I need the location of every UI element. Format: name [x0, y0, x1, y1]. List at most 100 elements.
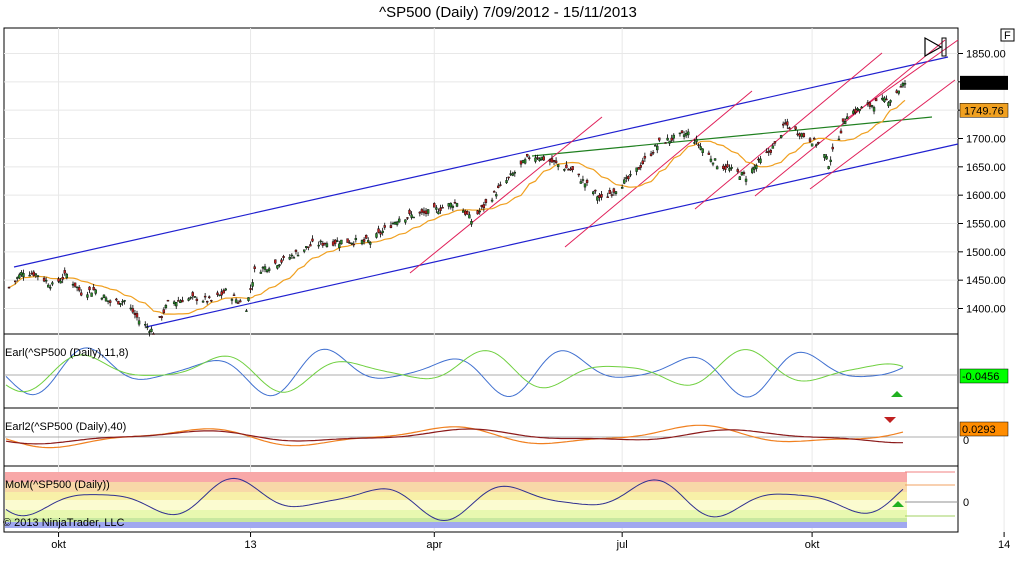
candle-body — [656, 145, 659, 151]
candle-body — [887, 102, 890, 107]
candle-body — [744, 178, 748, 182]
candle-body — [534, 157, 537, 162]
indicator-2-value-marker — [959, 421, 1009, 437]
candle-body — [115, 298, 118, 301]
candle-body — [187, 298, 190, 301]
candle-body — [90, 292, 93, 297]
candle-body — [625, 177, 628, 179]
candle-body — [175, 302, 178, 307]
candle-body — [903, 83, 907, 85]
candle-body — [216, 292, 219, 295]
candle-body — [263, 266, 267, 270]
candle-body — [251, 282, 254, 287]
candle-body — [340, 239, 343, 245]
copyright-label: © 2013 NinjaTrader, LLC — [3, 517, 124, 529]
candle-body — [709, 158, 713, 162]
candle-body — [296, 254, 300, 257]
candle-body — [594, 189, 597, 192]
candle-body — [684, 133, 688, 136]
candle-body — [839, 130, 843, 134]
candle-body — [499, 184, 502, 186]
red-channel-line — [844, 39, 959, 121]
candle-body — [507, 176, 510, 179]
mom-zone — [5, 518, 907, 522]
candle-body — [311, 238, 314, 242]
candle-body — [152, 333, 155, 335]
mom-zone — [5, 472, 907, 482]
candle-body — [810, 143, 814, 147]
candle-body — [7, 286, 11, 289]
candle-body — [321, 242, 325, 246]
candle-body — [265, 269, 269, 273]
candle-body — [309, 244, 312, 247]
mom-zone — [5, 482, 907, 492]
candle-body — [866, 102, 870, 105]
candle-body — [86, 294, 89, 298]
candle-body — [519, 160, 523, 165]
ma-value-marker — [959, 103, 1009, 118]
candle-body — [796, 133, 799, 136]
candle-body — [61, 276, 64, 280]
candle-body — [812, 138, 816, 140]
candle-body — [798, 133, 801, 137]
candle-body — [292, 257, 296, 259]
candle-body — [426, 209, 430, 214]
candle-body — [852, 110, 855, 114]
red-channel-line — [409, 116, 603, 274]
red-channel-line — [564, 90, 753, 248]
f-button — [1000, 28, 1015, 42]
candle-body — [697, 144, 700, 146]
y-tick-label: 1500.00 — [966, 247, 1006, 259]
candle-body — [461, 210, 465, 213]
candle-body — [658, 137, 661, 141]
candle-body — [162, 309, 166, 314]
candle-body — [845, 116, 849, 120]
candle-body — [885, 98, 888, 101]
candle-body — [317, 244, 320, 247]
candle-body — [666, 137, 669, 141]
candle-body — [323, 242, 327, 245]
candle-body — [406, 217, 409, 219]
candle-body — [290, 254, 294, 257]
candle-body — [412, 216, 415, 219]
candle-body — [274, 259, 277, 264]
candle-body — [71, 284, 75, 286]
candle-body — [210, 300, 213, 302]
candle-body — [653, 145, 657, 147]
candle-body — [509, 173, 512, 175]
candle-body — [641, 160, 645, 165]
candle-body — [51, 282, 54, 285]
candle-body — [757, 158, 760, 161]
candle-body — [629, 174, 632, 176]
sell-arrow-icon — [884, 417, 896, 423]
candle-body — [348, 242, 351, 244]
buy-arrow-icon — [891, 391, 903, 397]
candle-body — [218, 294, 221, 297]
candle-body — [740, 171, 744, 176]
candle-body — [88, 286, 91, 291]
candle-body — [360, 239, 364, 245]
indicator-1-value: -0.0456 — [962, 371, 999, 383]
candle-body — [137, 320, 141, 325]
candle-body — [282, 256, 285, 258]
candle-body — [583, 183, 587, 188]
candle-body — [490, 199, 494, 202]
candle-body — [102, 294, 106, 299]
candle-body — [331, 241, 335, 246]
candle-body — [536, 157, 539, 159]
candle-body — [278, 264, 281, 267]
indicator-pane-1 — [3, 333, 959, 409]
candle-body — [158, 316, 161, 318]
candle-body — [827, 166, 830, 170]
candle-body — [57, 278, 60, 282]
candle-body — [670, 137, 673, 141]
candle-body — [715, 166, 719, 170]
candle-body — [362, 239, 366, 242]
candle-body — [668, 140, 671, 144]
candle-body — [129, 307, 133, 310]
mom-zone — [5, 522, 907, 528]
candle-body — [121, 301, 124, 303]
candle-body — [643, 156, 647, 159]
candle-body — [680, 130, 684, 133]
